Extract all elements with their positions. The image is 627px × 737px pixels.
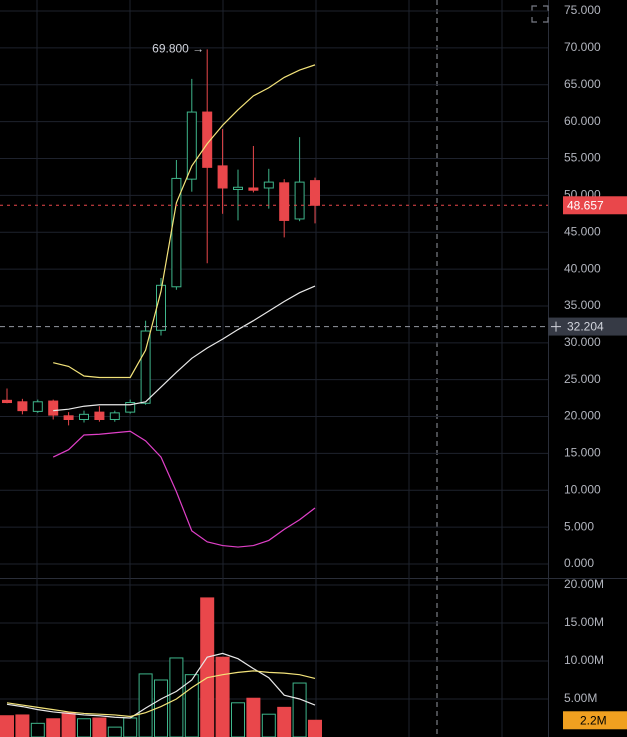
volume-bar (200, 597, 215, 737)
candle-body (310, 180, 320, 206)
volume-bar (107, 726, 122, 737)
volume-bar (231, 702, 245, 737)
last-volume-label: 2.2M (580, 713, 607, 727)
candle-body (94, 411, 105, 420)
volume-bar (308, 719, 322, 737)
last-price-label: 48.657 (567, 198, 604, 212)
y-tick-label: 20.00M (564, 577, 604, 591)
axis: 0.000 5.000 10.000 15.000 20.000 25.000 30.000… (548, 3, 627, 730)
y-tick-label: 5.00M (564, 691, 597, 705)
grid (0, 0, 548, 737)
candle-body (48, 400, 59, 416)
volume-bar (277, 706, 292, 737)
volume-bar (77, 718, 91, 737)
y-tick-label: 75.000 (564, 3, 601, 17)
crosshair-tag (548, 317, 627, 336)
candle-body (294, 181, 305, 220)
candle-body (171, 177, 182, 288)
volume-bar (154, 679, 168, 737)
candle-body (233, 186, 243, 190)
volume-bar (61, 712, 76, 737)
candle-body (79, 413, 89, 420)
last-volume-tag (563, 711, 627, 730)
volume-bar (92, 717, 107, 737)
candle-body (109, 412, 120, 420)
volume-bar (261, 713, 276, 737)
candle-body (279, 182, 290, 221)
y-tick-label: 35.000 (564, 298, 601, 312)
y-tick-label: 25.000 (564, 372, 601, 386)
volume-bar (169, 657, 184, 737)
candle-body (248, 187, 259, 191)
candle-body (32, 401, 43, 412)
candle-body (217, 165, 228, 189)
y-tick-label: 10.000 (564, 482, 601, 496)
candle-body (2, 399, 12, 404)
volume-bar (46, 718, 61, 737)
y-tick-label: 45.000 (564, 224, 601, 238)
crosshair-label: 32.204 (567, 320, 604, 334)
y-tick-label: 15.00M (564, 615, 604, 629)
y-tick-label: 20.000 (564, 409, 601, 423)
volume-bar (0, 715, 14, 737)
candle-body (17, 401, 28, 412)
candle-body (186, 111, 197, 180)
candle-body (63, 415, 74, 420)
candle-body (263, 181, 274, 189)
y-tick-label: 10.00M (564, 653, 604, 667)
candle-body (125, 402, 136, 413)
indicator-line (53, 285, 316, 412)
y-tick-label: 0.000 (564, 556, 594, 570)
indicator-line (53, 64, 316, 379)
y-tick-label: 70.000 (564, 40, 601, 54)
y-tick-label: 15.000 (564, 446, 601, 460)
volume-bar (215, 656, 230, 737)
marks: 69.800 → (0, 42, 548, 737)
crosshair-plus (551, 321, 561, 332)
y-tick-label: 30.000 (564, 335, 601, 349)
indicator-line (6, 652, 316, 719)
volume-bar (292, 682, 307, 737)
high-annotation: 69.800 → (152, 42, 204, 56)
fullscreen-icon[interactable] (531, 5, 549, 23)
volume-bar (15, 714, 30, 737)
candle-body (202, 111, 213, 168)
indicator-line (52, 430, 316, 548)
y-tick-label: 40.000 (564, 261, 601, 275)
y-tick-label: 65.000 (564, 77, 601, 91)
volume-bar (246, 697, 261, 737)
y-tick-label: 55.000 (564, 151, 601, 165)
volume-bar (123, 717, 138, 737)
candle-body (140, 330, 151, 404)
y-tick-label: 60.000 (564, 114, 601, 128)
last-price-tag (563, 196, 627, 215)
volume-bar (30, 722, 45, 737)
y-tick-label: 5.000 (564, 519, 594, 533)
indicator-line (6, 670, 316, 718)
